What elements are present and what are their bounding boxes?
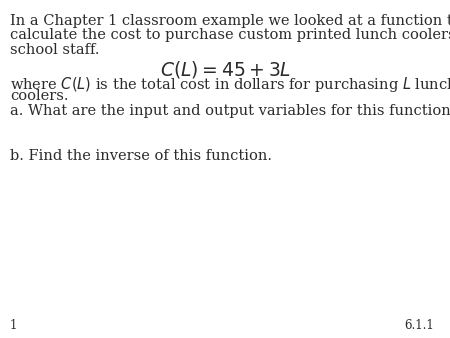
Text: b. Find the inverse of this function.: b. Find the inverse of this function.	[10, 149, 272, 163]
Text: 6.1.1: 6.1.1	[405, 319, 434, 332]
Text: where $C(L)$ is the total cost in dollars for purchasing $L$ lunch: where $C(L)$ is the total cost in dollar…	[10, 75, 450, 94]
Text: coolers.: coolers.	[10, 90, 68, 103]
Text: calculate the cost to purchase custom printed lunch coolers for a: calculate the cost to purchase custom pr…	[10, 28, 450, 42]
Text: a. What are the input and output variables for this function?: a. What are the input and output variabl…	[10, 104, 450, 118]
Text: $C(L) = 45 + 3L$: $C(L) = 45 + 3L$	[160, 59, 290, 80]
Text: 1: 1	[10, 319, 17, 332]
Text: In a Chapter 1 classroom example we looked at a function to: In a Chapter 1 classroom example we look…	[10, 14, 450, 28]
Text: school staff.: school staff.	[10, 43, 99, 56]
